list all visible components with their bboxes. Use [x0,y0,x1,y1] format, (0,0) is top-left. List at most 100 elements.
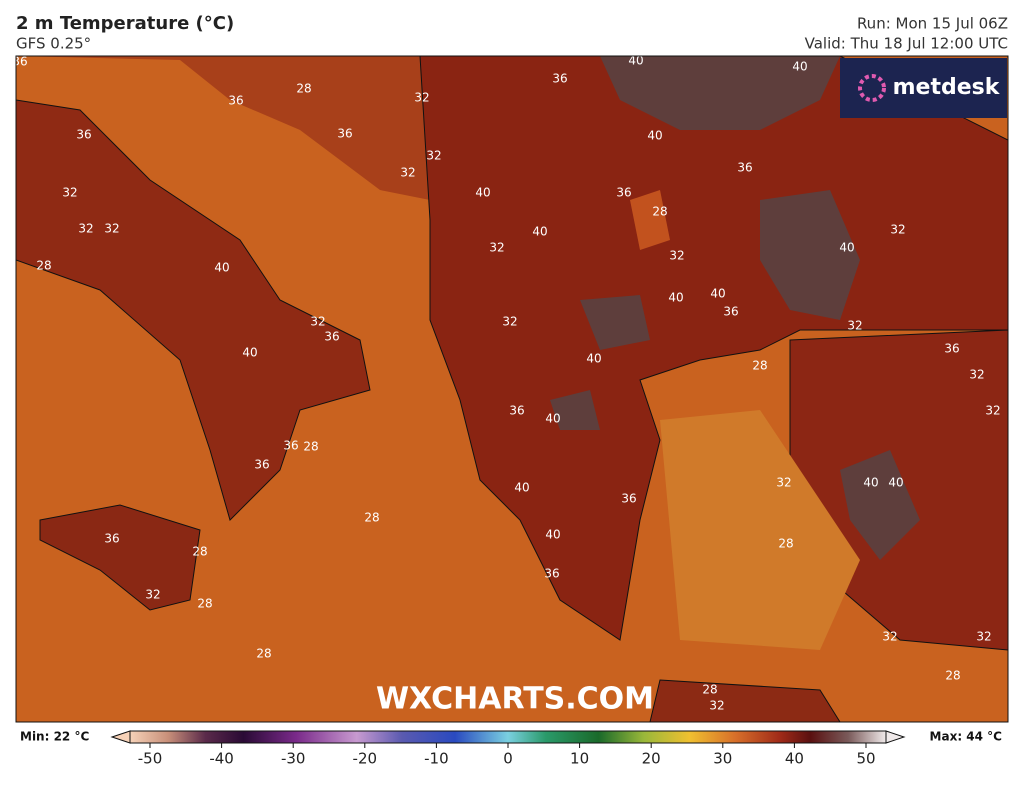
contour-label: 40 [586,352,601,366]
contour-label: 32 [310,315,325,329]
contour-label: 36 [621,492,636,506]
contour-label: 32 [502,315,517,329]
land [16,99,371,521]
contour-label: 32 [847,319,862,333]
land [649,679,841,722]
contour-label: 40 [647,129,662,143]
contour-label: 28 [945,669,960,683]
watermark: WXCHARTS.COM [376,682,654,717]
contour-label: 32 [78,222,93,236]
contour-label: 32 [969,368,984,382]
colorbar-tick-label: -40 [209,750,234,768]
contour-label: 28 [36,259,51,273]
contour-label: 32 [145,588,160,602]
contour-label: 28 [192,545,207,559]
cool-area [630,190,670,250]
max-label: Max: 44 °C [930,730,1003,744]
contour-label: 36 [723,305,738,319]
contour-label: 32 [709,699,724,713]
colorbar [129,730,887,744]
contour-label: 32 [414,91,429,105]
colorbar-end [885,730,906,744]
colorbar-tick-label: 50 [856,750,875,768]
contour-label: 36 [337,127,352,141]
contour-label: 40 [214,261,229,275]
contour-label: 32 [890,223,905,237]
contour-label: 32 [489,241,504,255]
contour-label: 36 [544,567,559,581]
contour-label: 40 [710,287,725,301]
run: Run: Mon 15 Jul 06Z [857,15,1008,33]
colorbar-tick-label: 30 [713,750,732,768]
contour-label: 28 [778,537,793,551]
colorbar-tick-label: -50 [138,750,163,768]
land [39,504,201,611]
contour-label: 28 [303,440,318,454]
map-frame [15,55,1009,723]
contour-label: 40 [792,60,807,74]
contour-label: 32 [62,186,77,200]
colorbar-end [110,730,131,744]
contour-label: 32 [669,249,684,263]
model: GFS 0.25° [16,35,91,53]
hot-area [550,390,600,430]
colorbar-tick-label: -10 [424,750,449,768]
colorbar-tick-label: 10 [570,750,589,768]
contour-label: 28 [652,205,667,219]
colorbar-tick-label: -30 [281,750,306,768]
contour-label: 36 [283,439,298,453]
sea-warm [660,410,860,650]
colorbar-tick-label: 40 [785,750,804,768]
contour-label: 40 [545,412,560,426]
contour-label: 36 [509,404,524,418]
contour-label: 28 [296,82,311,96]
contour-label: 28 [702,683,717,697]
colorbar-tick-label: 20 [642,750,661,768]
land [419,56,1008,641]
contour-label: 28 [364,511,379,525]
contour-label: 40 [475,186,490,200]
contour-label: 36 [104,532,119,546]
title: 2 m Temperature (°C) [16,13,234,34]
contour-label: 36 [228,94,243,108]
hot-area [580,295,650,350]
contour-label: 32 [426,149,441,163]
contour-label: 40 [514,481,529,495]
contour-label: 32 [776,476,791,490]
contour-label: 40 [242,346,257,360]
hot-area [840,450,920,560]
contour-label: 36 [944,342,959,356]
contour-label: 40 [839,241,854,255]
contour-label: 32 [985,404,1000,418]
colorbar-tick-label: -20 [353,750,378,768]
contour-label: 36 [616,186,631,200]
contour-label: 32 [976,630,991,644]
contour-label: 40 [628,54,643,68]
contour-label: 28 [197,597,212,611]
min-label: Min: 22 °C [20,730,89,744]
logo: metdesk [893,75,1001,100]
contour-label: 36 [12,55,27,69]
contour-label: 40 [668,291,683,305]
contour-label: 28 [256,647,271,661]
contour-label: 36 [324,330,339,344]
colorbar-tick-label: 0 [503,750,513,768]
contour-label: 36 [254,458,269,472]
contour-label: 40 [888,476,903,490]
contour-label: 32 [882,630,897,644]
hot-area [600,56,840,130]
contour-label: 28 [752,359,767,373]
hot-area [760,190,860,320]
contour-label: 36 [76,128,91,142]
contour-label: 32 [104,222,119,236]
contour-label: 40 [545,528,560,542]
contour-label: 40 [863,476,878,490]
contour-label: 32 [400,166,415,180]
valid: Valid: Thu 18 Jul 12:00 UTC [805,35,1008,53]
logo-box [840,58,1007,118]
contour-label: 36 [737,161,752,175]
logo-icon [858,74,886,102]
